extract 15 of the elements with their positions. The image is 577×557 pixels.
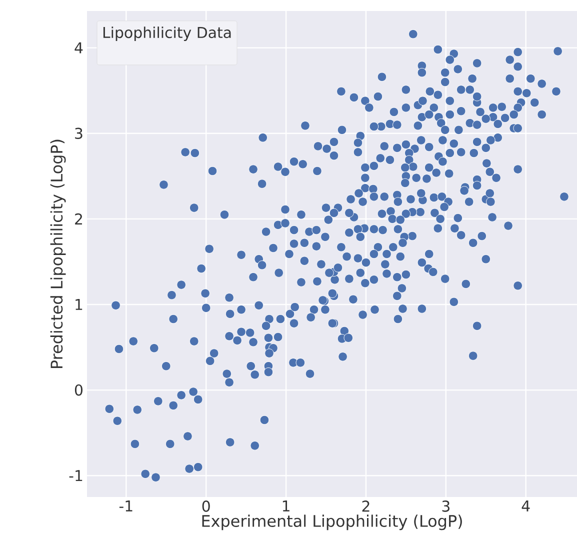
x-tick-label: 2 (362, 500, 370, 512)
y-tick-label: 3 (75, 128, 82, 140)
y-axis-title: Predicted Lipophilicity (LogP) (50, 140, 66, 368)
y-tick-label: 0 (74, 384, 82, 396)
y-tick-label: 4 (74, 42, 83, 54)
x-axis-title: Experimental Lipophilicity (LogP) (202, 514, 462, 530)
legend-title: Lipophilicity Data (103, 26, 231, 42)
x-tick-label: 4 (522, 500, 530, 512)
x-tick-label: -1 (119, 500, 132, 512)
x-tick-label: 1 (282, 500, 290, 512)
y-tick-label: 1 (76, 299, 82, 310)
x-tick-label: 0 (202, 500, 210, 512)
x-tick-label: 3 (442, 500, 450, 512)
y-tick-label: -1 (69, 470, 82, 482)
y-tick-label: 2 (75, 213, 82, 224)
